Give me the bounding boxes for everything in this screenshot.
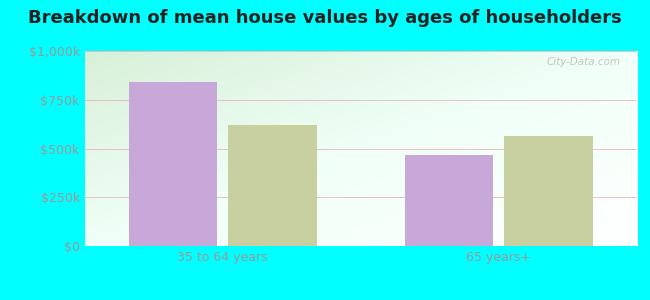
Text: Breakdown of mean house values by ages of householders: Breakdown of mean house values by ages o… bbox=[28, 9, 622, 27]
Bar bbox=[504, 136, 593, 246]
Bar bbox=[129, 82, 217, 246]
Bar bbox=[405, 155, 493, 246]
Legend: Red Feather Lakes, Colorado: Red Feather Lakes, Colorado bbox=[231, 299, 491, 300]
Text: City-Data.com: City-Data.com bbox=[546, 57, 620, 67]
Bar bbox=[228, 125, 317, 246]
